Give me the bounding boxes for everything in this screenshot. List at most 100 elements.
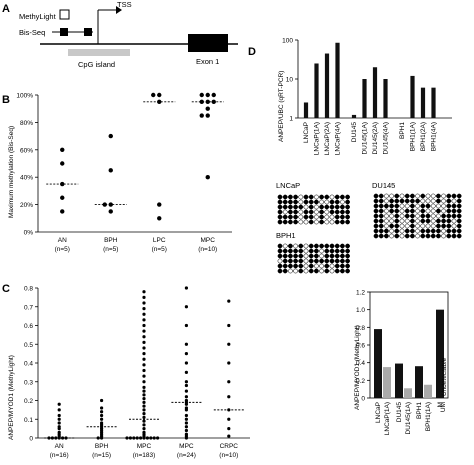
cpg-unmethylated xyxy=(441,228,446,234)
cpg-methylated xyxy=(404,198,410,204)
cpg-unmethylated xyxy=(329,268,335,274)
cpg-methylated xyxy=(319,209,324,215)
cpg-methylated xyxy=(378,213,384,219)
cpg-unmethylated xyxy=(441,208,446,214)
x-category-label: LNCaP(1A) xyxy=(314,122,321,155)
cpg-methylated xyxy=(425,218,431,224)
cpg-unmethylated xyxy=(415,203,420,209)
y-tick-label: 0 xyxy=(361,396,365,403)
cpg-unmethylated xyxy=(451,218,457,224)
data-point xyxy=(125,436,129,440)
cpg-methylated xyxy=(324,204,330,210)
cpg-methylated xyxy=(334,268,340,274)
cpg-unmethylated xyxy=(282,243,288,249)
data-point xyxy=(199,92,204,98)
cpg-unmethylated xyxy=(430,223,436,229)
x-category-label: MPC xyxy=(137,443,152,450)
cpg-methylated xyxy=(282,248,288,254)
cpg-unmethylated xyxy=(324,214,330,220)
data-point xyxy=(184,286,188,290)
cpg-methylated xyxy=(378,233,384,239)
bar xyxy=(335,42,340,118)
x-category-label: BPH1(1A) xyxy=(425,402,432,431)
y-tick-label: 100% xyxy=(16,93,33,100)
cpg-unmethylated xyxy=(441,198,446,204)
cpg-methylated xyxy=(373,203,379,209)
data-point xyxy=(184,383,188,388)
panel-b-plot: 0% 20% 40% 60% 80% 100% AN (n=5) BPH (n=5) LPC (n=5… xyxy=(16,92,232,253)
cpg-methylated xyxy=(404,213,410,219)
cpg-methylated xyxy=(314,199,319,205)
cpg-methylated xyxy=(298,268,304,274)
cpg-methylated xyxy=(456,223,462,229)
data-point xyxy=(184,428,188,433)
cpg-methylated xyxy=(378,228,384,234)
data-point xyxy=(57,402,61,406)
cpg-methylated xyxy=(451,208,457,214)
bisseq-legend-block-left xyxy=(60,28,68,36)
cpg-methylated xyxy=(277,204,283,210)
cpg-unmethylated xyxy=(415,228,420,234)
data-point xyxy=(132,436,136,440)
data-point xyxy=(184,361,188,365)
cpg-methylated xyxy=(288,199,293,205)
cpg-methylated xyxy=(319,258,324,264)
cpg-methylated xyxy=(282,219,288,225)
cpg-unmethylated xyxy=(441,193,446,199)
cpg-unmethylated xyxy=(399,203,405,209)
cpg-methylated xyxy=(446,203,452,209)
cpg-methylated xyxy=(314,258,319,264)
cpg-methylated xyxy=(277,243,283,249)
cpg-unmethylated xyxy=(298,214,304,220)
cpg-methylated xyxy=(334,214,340,220)
cpg-methylated xyxy=(298,243,304,249)
cpg-methylated xyxy=(373,228,379,234)
cpg-unmethylated xyxy=(340,199,345,205)
bar xyxy=(420,87,426,118)
cpg-methylated xyxy=(277,253,283,259)
cpg-methylated xyxy=(329,204,335,210)
x-category-label: BPH xyxy=(95,443,109,450)
cpg-methylated xyxy=(404,193,410,199)
data-point xyxy=(184,436,188,440)
y-tick-label: 1 xyxy=(289,116,293,123)
cpg-methylated xyxy=(436,228,441,234)
cpg-methylated xyxy=(293,194,298,200)
cpg-methylated xyxy=(298,263,304,269)
cpg-methylated xyxy=(451,233,457,239)
cpg-methylated xyxy=(334,243,340,249)
methylight-legend-box xyxy=(59,9,70,20)
cpg-methylated xyxy=(430,228,436,234)
data-point xyxy=(227,380,231,384)
cpg-unmethylated xyxy=(319,268,324,274)
data-point xyxy=(142,397,146,401)
cpg-methylated xyxy=(345,214,350,220)
cpg-methylated xyxy=(436,208,441,214)
x-category-label: LPC xyxy=(153,237,166,244)
data-point xyxy=(57,421,61,425)
data-point xyxy=(102,202,107,207)
cpg-unmethylated xyxy=(430,198,436,204)
cpg-unmethylated xyxy=(436,203,441,209)
x-category-label: LNCaP xyxy=(375,402,382,423)
cpg-unmethylated xyxy=(329,214,335,220)
cpg-methylated xyxy=(288,194,293,200)
y-tick-label: 0.6 xyxy=(24,323,33,330)
data-point xyxy=(100,436,104,440)
cpg-methylated xyxy=(378,223,384,229)
cpg-methylated xyxy=(298,258,304,264)
cpg-methylated xyxy=(329,248,335,254)
y-tick-label: 20% xyxy=(20,202,33,209)
cpg-methylated xyxy=(384,203,389,209)
y-tick-label: 0.7 xyxy=(24,304,33,311)
cpg-methylated xyxy=(456,203,462,209)
cpg-methylated xyxy=(456,198,462,204)
cpg-methylated xyxy=(340,248,345,254)
cpg-methylated xyxy=(329,258,335,264)
data-point xyxy=(184,323,188,328)
cpg-methylated xyxy=(345,209,350,215)
cpg-methylated xyxy=(404,228,410,234)
cpg-island-bar xyxy=(68,49,130,56)
cpg-unmethylated xyxy=(303,219,309,225)
cpg-unmethylated xyxy=(430,218,436,224)
